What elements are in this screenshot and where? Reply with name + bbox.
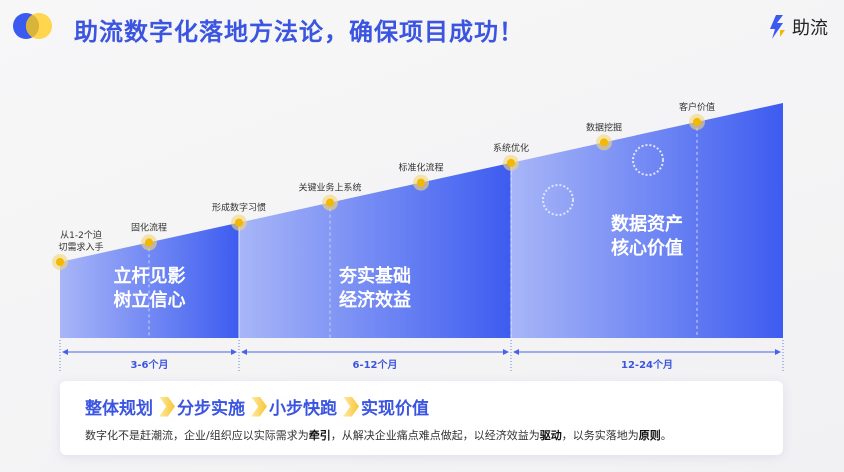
chevron-right-icon [251, 396, 267, 417]
desc-bold: 牵引 [308, 429, 331, 442]
brand-name: 助流 [792, 18, 828, 39]
brand-bolt-icon [770, 15, 785, 39]
milestone-label: 关键业务上系统 [298, 182, 361, 194]
milestone-label: 固化流程 [131, 221, 167, 233]
milestone-dot [693, 117, 701, 126]
phase-title: 数据资产 [611, 213, 683, 235]
phase-title: 树立信心 [114, 289, 186, 311]
milestone-dot [235, 218, 243, 227]
cycle-icon [542, 144, 664, 216]
desc-text: ，以务实落地为 [561, 429, 639, 442]
milestone-label: 标准化流程 [398, 162, 443, 174]
duration-label: 3-6个月 [130, 358, 168, 371]
brand-logo: 助流 [768, 14, 828, 40]
description: 数字化不是赶潮流，企业/组织应以实际需求为牵引，从解决企业痛点难点做起，以经济效… [85, 427, 672, 443]
step-label: 分步实施 [177, 399, 245, 419]
desc-text: ，从解决企业痛点难点做起，以经济效益为 [330, 429, 540, 442]
milestone-label: 数据挖掘 [586, 121, 622, 133]
phase-title: 经济效益 [339, 289, 411, 311]
duration-label: 6-12个月 [352, 358, 397, 371]
phase-title: 核心价值 [611, 237, 683, 259]
phase-title: 立杆见影 [114, 265, 186, 287]
milestone-label: 从1-2个迫 [60, 229, 102, 241]
summary-card: 整体规划 分步实施 小步快跑 实现价值 数字化不是赶潮流，企业/组织应以实际需求… [60, 381, 783, 455]
chevron-right-icon [159, 396, 175, 417]
chevron-right-icon [343, 396, 359, 417]
milestone-dot [145, 238, 153, 247]
duration-label: 12-24个月 [621, 358, 673, 371]
step-label: 实现价值 [361, 399, 429, 419]
milestone-label: 客户价值 [679, 101, 715, 113]
phase-area [239, 162, 511, 338]
desc-text: 数字化不是赶潮流，企业/组织应以实际需求为 [85, 429, 309, 442]
milestone-dot [600, 138, 608, 147]
step-label: 小步快跑 [269, 399, 337, 419]
milestone-label: 形成数字习惯 [212, 202, 266, 214]
phase-title: 夯实基础 [338, 265, 411, 287]
milestone-label: 切需求入手 [58, 241, 103, 253]
phase-area [511, 103, 783, 338]
milestone-dot [507, 158, 515, 167]
milestone-dot [326, 198, 334, 207]
page-title: 助流数字化落地方法论，确保项目成功！ [74, 18, 524, 46]
milestone-label: 系统优化 [493, 142, 529, 154]
desc-text: 。 [660, 429, 672, 442]
logo-circles-icon [13, 13, 52, 39]
desc-bold: 驱动 [539, 429, 562, 442]
milestone-dot [56, 258, 64, 266]
milestone-dot [417, 178, 425, 187]
step-flow: 整体规划 分步实施 小步快跑 实现价值 [85, 394, 429, 419]
step-label: 整体规划 [85, 399, 153, 419]
desc-bold: 原则 [638, 429, 661, 442]
